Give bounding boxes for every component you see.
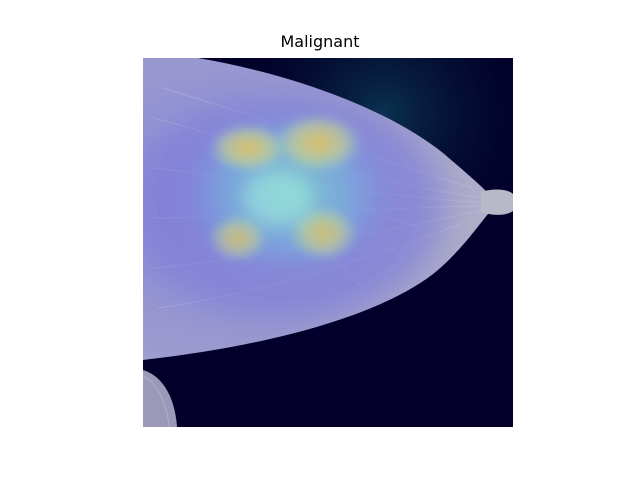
heatmap-overlay xyxy=(143,98,443,318)
nipple xyxy=(481,189,513,215)
lower-anatomy-edge xyxy=(143,375,170,427)
figure-title: Malignant xyxy=(280,32,360,51)
mammogram-heatmap-image xyxy=(143,58,513,427)
mammogram-heatmap-svg xyxy=(143,58,513,427)
lower-anatomy xyxy=(143,370,177,427)
